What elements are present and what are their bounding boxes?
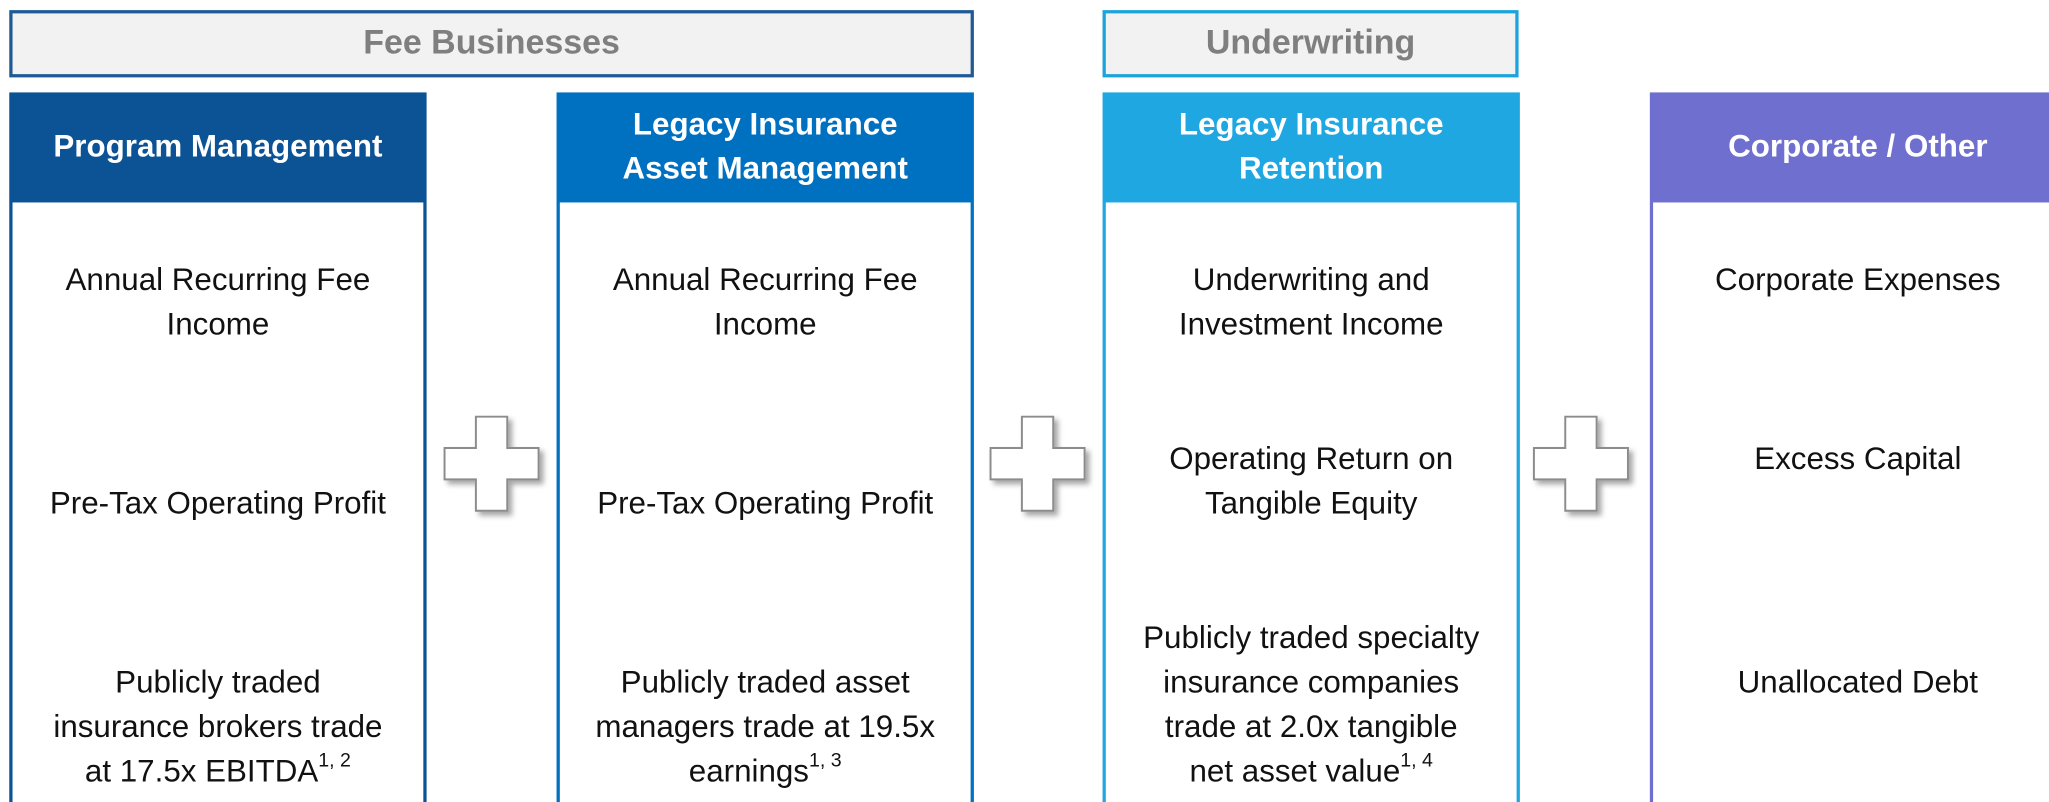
column-title: Asset Management [622, 151, 908, 186]
item-text: at 17.5x EBITDA1, 2 [85, 750, 351, 789]
plus-icon [1532, 415, 1629, 512]
item-line: insurance companies [1163, 665, 1459, 700]
column-title: Legacy Insurance [1179, 106, 1444, 141]
item-line: Publicly traded asset [621, 665, 910, 700]
item-text: Excess Capital [1754, 441, 1961, 476]
item-text: Pre-Tax Operating Profit [50, 486, 386, 521]
item-text: Income [714, 307, 817, 342]
item-text: net asset value1, 4 [1190, 750, 1434, 789]
item-line: Publicly traded specialty [1143, 620, 1479, 655]
column-title: Legacy Insurance [633, 106, 898, 141]
item-line: Annual Recurring Fee [66, 262, 371, 297]
plus-icon [443, 415, 540, 512]
item-line: managers trade at 19.5x [595, 709, 935, 744]
item-text: Corporate Expenses [1715, 262, 2001, 297]
item-line: Corporate Expenses [1715, 262, 2001, 297]
item-line: trade at 2.0x tangible [1165, 709, 1458, 744]
footnote-ref: 1, 2 [318, 750, 351, 772]
column-header [1651, 94, 2049, 203]
item-text: Underwriting and [1193, 262, 1430, 297]
footnote-ref: 1, 3 [809, 750, 842, 772]
item-line: Publicly traded [115, 665, 320, 700]
column-header [558, 94, 973, 203]
column-header [10, 94, 425, 203]
column-title: Program Management [53, 129, 383, 164]
item-text: Annual Recurring Fee [66, 262, 371, 297]
item-text: Publicly traded [115, 665, 320, 700]
column-title: Retention [1239, 151, 1383, 186]
item-text: insurance companies [1163, 665, 1459, 700]
plus-icon [989, 415, 1086, 512]
item-line: Annual Recurring Fee [613, 262, 918, 297]
item-text: earnings1, 3 [689, 750, 842, 789]
item-text: Publicly traded asset [621, 665, 910, 700]
item-text: Income [167, 307, 270, 342]
group-box [9, 10, 974, 78]
item-line: Tangible Equity [1205, 486, 1418, 521]
column-title: Corporate / Other [1728, 129, 1987, 164]
item-line: Operating Return on [1169, 441, 1453, 476]
item-line: Income [167, 307, 270, 342]
item-text: managers trade at 19.5x [595, 709, 935, 744]
item-text: Annual Recurring Fee [613, 262, 918, 297]
column-header [1104, 94, 1519, 203]
item-text: Publicly traded specialty [1143, 620, 1479, 655]
item-text: insurance brokers trade [53, 709, 382, 744]
group-title: Underwriting [1206, 23, 1415, 61]
item-text: trade at 2.0x tangible [1165, 709, 1458, 744]
group-title: Fee Businesses [363, 23, 620, 61]
item-line: Pre-Tax Operating Profit [50, 486, 386, 521]
column-frame [556, 92, 974, 802]
item-line: Income [714, 307, 817, 342]
item-line: Investment Income [1179, 307, 1444, 342]
group-box [1102, 10, 1519, 78]
item-text: Unallocated Debt [1738, 665, 1979, 700]
item-line: insurance brokers trade [53, 709, 382, 744]
item-text: Operating Return on [1169, 441, 1453, 476]
item-text: Tangible Equity [1205, 486, 1418, 521]
item-text: Investment Income [1179, 307, 1444, 342]
item-line: Unallocated Debt [1738, 665, 1979, 700]
item-line: Pre-Tax Operating Profit [597, 486, 933, 521]
item-line: Excess Capital [1754, 441, 1961, 476]
item-line: earnings [689, 754, 809, 789]
item-line: Underwriting and [1193, 262, 1430, 297]
item-text: Pre-Tax Operating Profit [597, 486, 933, 521]
column-frame [1102, 92, 1520, 802]
footnote-ref: 1, 4 [1400, 750, 1433, 772]
item-line: at 17.5x EBITDA [85, 754, 318, 789]
item-line: net asset value [1190, 754, 1401, 789]
